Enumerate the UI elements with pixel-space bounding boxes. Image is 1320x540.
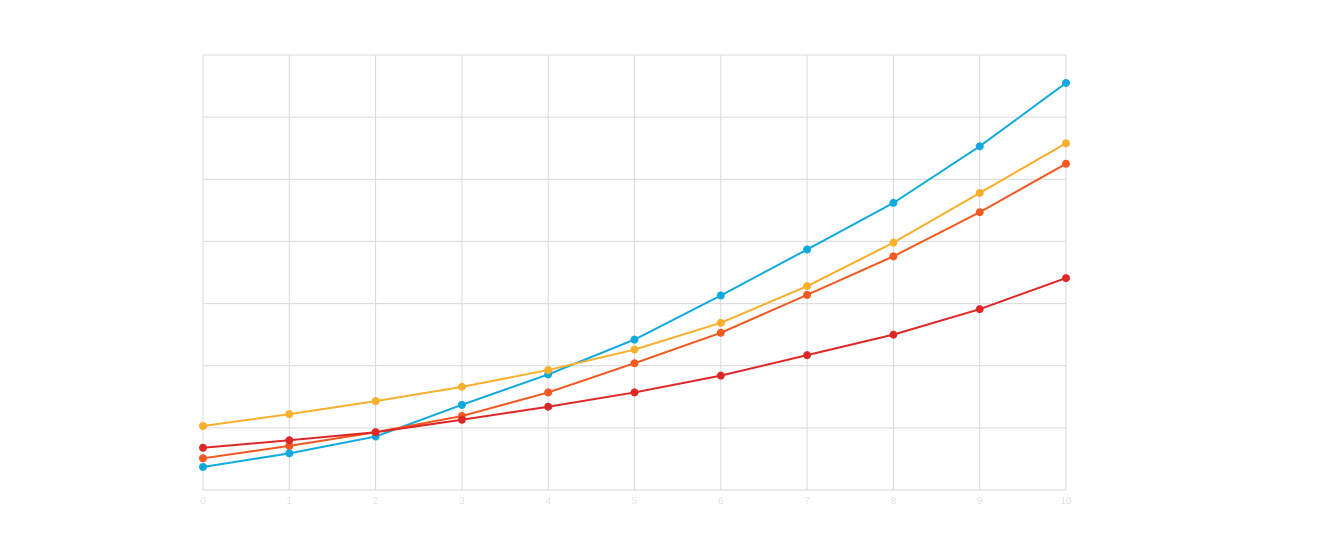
data-point [889,330,898,339]
data-point [889,238,898,247]
data-point [285,410,294,419]
series-0 [199,78,1070,472]
data-point [716,371,725,380]
x-tick-label: 8 [891,496,897,507]
data-point [630,359,639,368]
x-tick-label: 6 [718,496,724,507]
data-point [975,208,984,217]
data-point [1062,139,1070,148]
data-point [199,463,207,472]
data-point [975,188,984,197]
data-point [199,443,207,452]
data-point [975,305,984,314]
data-point [716,291,725,300]
data-point [457,382,466,391]
data-point [803,351,812,360]
data-point [803,282,812,291]
data-point [371,397,380,406]
data-point [630,335,639,344]
x-tick-label: 1 [287,496,293,507]
data-point [371,428,380,437]
x-tick-label: 2 [373,496,379,507]
x-tick-label: 3 [459,496,465,507]
data-point [803,290,812,299]
data-point [1062,274,1070,283]
data-point [1062,78,1070,87]
x-tick-labels: 0 1 2 3 4 5 6 7 8 9 10 [200,496,1072,507]
data-point [630,345,639,354]
x-tick-label: 9 [977,496,983,507]
data-point [889,198,898,207]
data-point [1062,159,1070,168]
data-point [544,402,553,411]
data-point [285,449,294,458]
data-point [803,245,812,254]
data-point [199,454,207,463]
data-point [199,421,207,430]
series-1 [199,139,1070,430]
x-tick-label: 7 [804,496,810,507]
data-point [457,415,466,424]
data-point [544,388,553,397]
data-point [889,252,898,261]
data-point [630,388,639,397]
data-point [716,328,725,337]
data-point [716,318,725,327]
x-tick-label: 5 [632,496,638,507]
x-tick-label: 4 [545,496,551,507]
chart-series [199,78,1070,472]
data-point [285,436,294,445]
chart-grid [202,54,1067,491]
data-point [975,142,984,151]
x-tick-label: 10 [1060,496,1072,507]
data-point [544,366,553,375]
series-2 [199,159,1070,463]
data-point [285,441,294,450]
data-point [457,400,466,409]
x-tick-label: 0 [200,496,206,507]
series-3 [199,274,1070,452]
